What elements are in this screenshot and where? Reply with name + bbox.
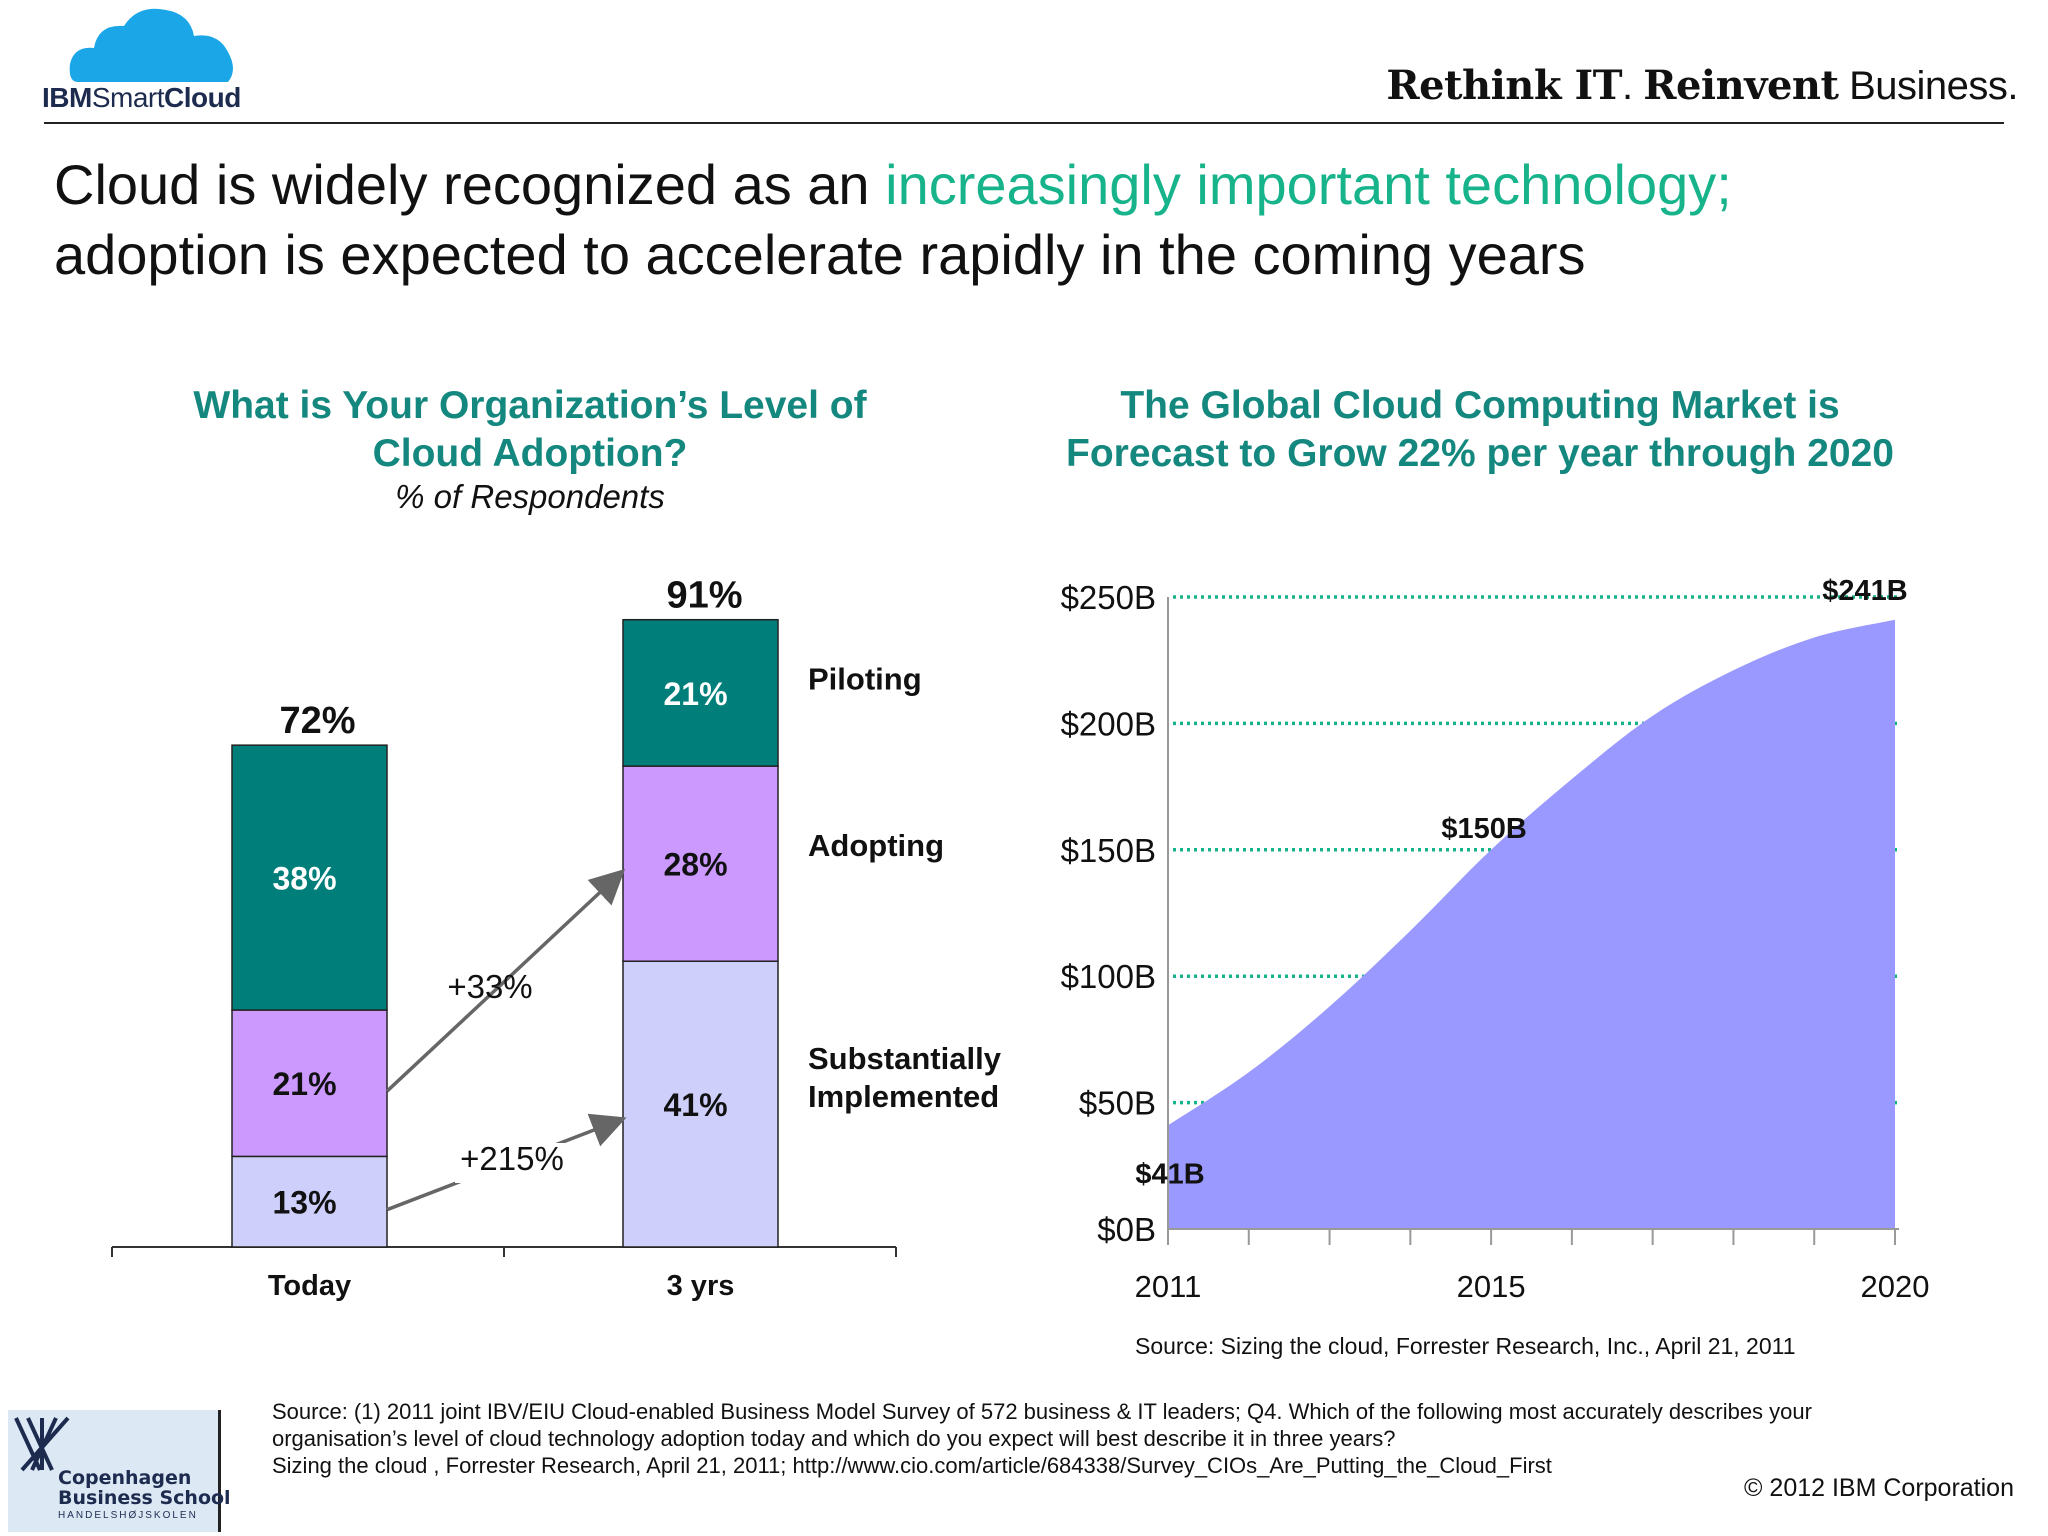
- y-tick-label: $0B: [1097, 1211, 1156, 1248]
- tagline: Rethink IT. Reinvent Business.: [1386, 62, 2018, 109]
- legend-label: Substantially: [808, 1041, 1002, 1076]
- cbs-name: Copenhagen Business School: [58, 1467, 231, 1509]
- bar-segment: [622, 618, 779, 767]
- legend-label: Implemented: [808, 1079, 999, 1114]
- x-tick-label: 2020: [1861, 1269, 1930, 1304]
- data-label: $241B: [1822, 575, 1907, 607]
- y-tick-label: $200B: [1061, 705, 1156, 742]
- y-tick-label: $50B: [1079, 1085, 1156, 1122]
- bar-segment: [231, 1009, 388, 1158]
- y-tick-label: $150B: [1061, 832, 1156, 869]
- growth-arrow: [385, 868, 626, 1093]
- page-headline: Cloud is widely recognized as an increas…: [54, 153, 1732, 286]
- data-label: 21%: [272, 1066, 336, 1102]
- bar-segment: [231, 744, 388, 1011]
- cbs-subname: HANDELSHØJSKOLEN: [58, 1510, 198, 1521]
- data-label: 38%: [272, 861, 336, 897]
- header-divider: [44, 122, 2004, 124]
- growth-annotation: +33%: [447, 968, 532, 1005]
- bar-segment: [622, 960, 779, 1248]
- right-chart-source: Source: Sizing the cloud, Forrester Rese…: [1135, 1333, 1796, 1359]
- total-label: 72%: [279, 700, 355, 742]
- x-tick-label: 3 yrs: [667, 1270, 735, 1302]
- data-label: $41B: [1135, 1158, 1204, 1190]
- y-tick-label: $100B: [1061, 958, 1156, 995]
- legend-label: Adopting: [808, 828, 944, 863]
- left-chart-title: What is Your Organization’s Level of Clou…: [193, 384, 867, 475]
- x-tick-label: 2015: [1457, 1269, 1526, 1304]
- bar-segment: [231, 1155, 388, 1248]
- left-chart-subtitle: % of Respondents: [395, 478, 665, 515]
- total-label: 91%: [666, 575, 742, 617]
- ibm-smartcloud-logo-text: IBMSmartCloud: [42, 82, 241, 113]
- footnote: Source: (1) 2011 joint IBV/EIU Cloud-ena…: [272, 1399, 1812, 1478]
- data-label: 21%: [663, 676, 727, 712]
- bar-segment: [622, 765, 779, 962]
- data-label: 13%: [272, 1185, 336, 1221]
- growth-annotation: +215%: [460, 1140, 564, 1177]
- cloud-market-area-chart: $0B $50B $100B $150B $200B $250B 2011 2015 2020 $…: [1061, 575, 1930, 1304]
- annotation-backdrop: [455, 1143, 575, 1183]
- data-label: $150B: [1441, 813, 1526, 845]
- data-label: 28%: [663, 847, 727, 883]
- legend-label: Piloting: [808, 662, 922, 697]
- market-area: [1168, 619, 1895, 1229]
- ibm-smartcloud-logo-icon: [69, 8, 234, 82]
- data-label: 41%: [663, 1087, 727, 1123]
- copenhagen-business-school-logo: [8, 1410, 221, 1532]
- x-tick-label: 2011: [1135, 1269, 1202, 1304]
- x-tick-label: Today: [268, 1270, 351, 1302]
- right-chart-title: The Global Cloud Computing Market is Fore…: [1066, 384, 1894, 475]
- copyright: © 2012 IBM Corporation: [1744, 1474, 2014, 1502]
- adoption-stacked-bar-chart: 13% 21% 38% 72% Today 41% 28% 21% 91% 3 yrs Piloti…: [111, 575, 1002, 1302]
- y-tick-label: $250B: [1061, 579, 1156, 616]
- cbs-emblem-icon: [14, 1416, 70, 1472]
